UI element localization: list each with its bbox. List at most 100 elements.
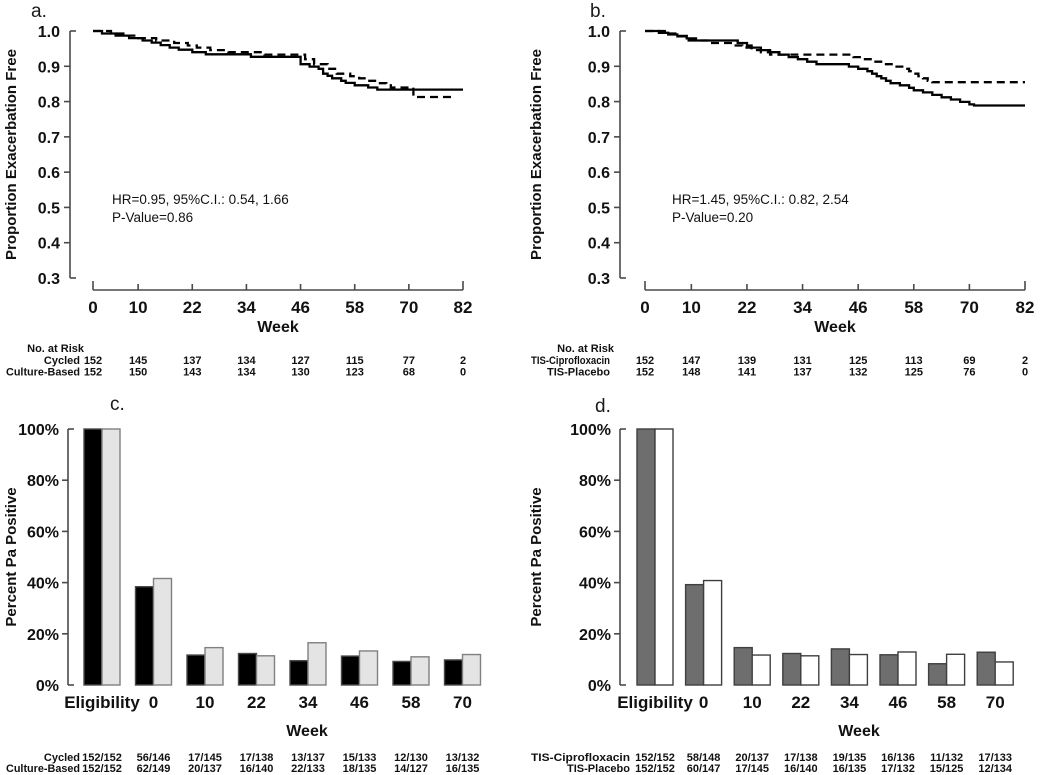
svg-text:80%: 80% xyxy=(27,473,59,490)
bar-TIS-Ciprofloxacin-Eligibility xyxy=(636,428,656,686)
km-curve-solid xyxy=(93,29,463,91)
bar-TIS-Ciprofloxacin-34 xyxy=(830,648,851,686)
panel-c-chart: 0% 20% 40% 60% 80% 100% Percent Pa Positive Eli… xyxy=(3,422,482,775)
svg-text:0: 0 xyxy=(640,298,649,317)
x-axis xyxy=(92,281,464,291)
svg-text:22: 22 xyxy=(737,298,756,317)
svg-text:40%: 40% xyxy=(27,576,59,593)
x-axis-title: Week xyxy=(257,319,299,336)
bar-TIS-Placebo-10 xyxy=(751,654,771,686)
svg-text:0.4: 0.4 xyxy=(38,236,60,253)
svg-text:0.9: 0.9 xyxy=(38,59,60,76)
risk-count: 134 xyxy=(237,367,256,379)
fraction-value: 11/132 xyxy=(930,752,963,764)
svg-text:HR=1.45, 95%C.I.: 0.82, 2.54: HR=1.45, 95%C.I.: 0.82, 2.54 xyxy=(672,192,849,207)
svg-text:22: 22 xyxy=(247,693,266,712)
svg-text:82: 82 xyxy=(454,298,473,317)
x-axis-title: Week xyxy=(838,723,880,740)
panel-a-chart: 1.0 0.9 0.8 0.7 0.6 0.5 0.4 0.3 Proportion Exace… xyxy=(3,24,472,379)
svg-text:0: 0 xyxy=(88,298,97,317)
risk-count: 152 xyxy=(84,355,102,367)
svg-text:40%: 40% xyxy=(579,576,611,593)
fraction-value: 152/152 xyxy=(82,752,122,764)
fraction-value: 13/132 xyxy=(446,752,480,764)
x-tick-labels: 0 10 22 34 46 58 70 82 xyxy=(88,298,472,317)
risk-count: 143 xyxy=(183,367,201,379)
bar-TIS-Placebo-46 xyxy=(897,651,917,686)
svg-text:82: 82 xyxy=(1016,298,1035,317)
svg-text:0.6: 0.6 xyxy=(38,165,60,182)
fraction-value: 16/135 xyxy=(833,763,867,775)
panel-b-chart: 1.0 0.9 0.8 0.7 0.6 0.5 0.4 0.3 Proportion Exace… xyxy=(528,24,1034,379)
panel-d-chart: 0% 20% 40% 60% 80% 100% Percent Pa Positive Eli… xyxy=(528,422,1014,775)
risk-count: 113 xyxy=(905,355,923,367)
svg-text:70: 70 xyxy=(986,693,1005,712)
svg-text:34: 34 xyxy=(237,298,256,317)
fraction-value: 20/137 xyxy=(188,763,222,775)
risk-count: 141 xyxy=(738,367,756,379)
x-tick-labels: 0 10 22 34 46 58 70 82 xyxy=(640,298,1034,317)
bar-TIS-Ciprofloxacin-46 xyxy=(879,654,899,686)
bar-TIS-Placebo-0 xyxy=(702,579,723,686)
risk-row-label: Cycled xyxy=(44,355,80,367)
svg-text:0.7: 0.7 xyxy=(38,130,60,147)
fraction-value: 152/152 xyxy=(82,763,122,775)
svg-text:70: 70 xyxy=(453,693,472,712)
bar-TIS-Ciprofloxacin-10 xyxy=(733,646,753,686)
panel-label-b: b. xyxy=(590,1,606,22)
y-tick-labels: 0% 20% 40% 60% 80% 100% xyxy=(18,422,59,695)
fraction-value: 22/133 xyxy=(291,763,325,775)
svg-text:10: 10 xyxy=(129,298,148,317)
svg-text:0%: 0% xyxy=(36,678,59,695)
bar-Cycled-Eligibility xyxy=(83,428,103,686)
svg-text:20%: 20% xyxy=(579,627,611,644)
bar-TIS-Placebo-58 xyxy=(945,653,966,686)
panel-c-bar-chart: 0% 20% 40% 60% 80% 100% Percent Pa Positive Eli… xyxy=(0,395,525,775)
fraction-value: 152/152 xyxy=(635,752,675,764)
bar-Culture-Based-46 xyxy=(358,650,379,686)
bar-TIS-Ciprofloxacin-58 xyxy=(927,663,948,686)
km-curve-dashed xyxy=(645,29,1025,84)
svg-text:60%: 60% xyxy=(579,524,611,541)
svg-text:58: 58 xyxy=(937,693,956,712)
svg-text:10: 10 xyxy=(743,693,762,712)
bar-Cycled-10 xyxy=(186,654,206,686)
risk-table-title: No. at Risk xyxy=(557,343,615,355)
stats-annotation: HR=1.45, 95%C.I.: 0.82, 2.54 P-Value=0.20 xyxy=(672,192,849,225)
fraction-value: 15/125 xyxy=(930,763,964,775)
bar-Cycled-34 xyxy=(289,659,309,686)
svg-text:58: 58 xyxy=(904,298,923,317)
fraction-value: 62/149 xyxy=(137,763,171,775)
risk-row-label: TIS-Placebo xyxy=(567,763,630,775)
risk-row-label: Culture-Based xyxy=(6,367,80,379)
risk-row-label: Cycled xyxy=(44,752,80,764)
panel-a-survival-chart: 1.0 0.9 0.8 0.7 0.6 0.5 0.4 0.3 Proportion Exace… xyxy=(0,0,525,395)
risk-count: 123 xyxy=(346,367,364,379)
svg-text:10: 10 xyxy=(196,693,215,712)
fraction-value: 16/136 xyxy=(881,752,915,764)
svg-text:34: 34 xyxy=(840,693,859,712)
svg-text:34: 34 xyxy=(793,298,812,317)
risk-count: 152 xyxy=(84,367,102,379)
svg-text:0.8: 0.8 xyxy=(588,95,610,112)
svg-text:22: 22 xyxy=(183,298,202,317)
bar-Cycled-22 xyxy=(237,652,258,686)
bar-Culture-Based-34 xyxy=(307,642,327,686)
risk-count: 68 xyxy=(403,367,415,379)
y-tick-labels: 0% 20% 40% 60% 80% 100% xyxy=(570,422,611,695)
fraction-value: 60/147 xyxy=(687,763,721,775)
svg-text:22: 22 xyxy=(791,693,810,712)
fraction-value: 17/145 xyxy=(735,763,769,775)
risk-count: 0 xyxy=(1022,367,1028,379)
fraction-value: 13/137 xyxy=(291,752,325,764)
svg-text:70: 70 xyxy=(960,298,979,317)
risk-count: 130 xyxy=(291,367,309,379)
risk-count: 137 xyxy=(183,355,201,367)
x-axis-title: Week xyxy=(286,723,328,740)
svg-text:0: 0 xyxy=(699,693,708,712)
panel-label-a: a. xyxy=(31,1,47,22)
risk-count: 152 xyxy=(636,355,654,367)
bar-Culture-Based-58 xyxy=(410,656,430,686)
bar-Cycled-46 xyxy=(340,655,361,686)
fraction-value: 12/130 xyxy=(394,752,428,764)
